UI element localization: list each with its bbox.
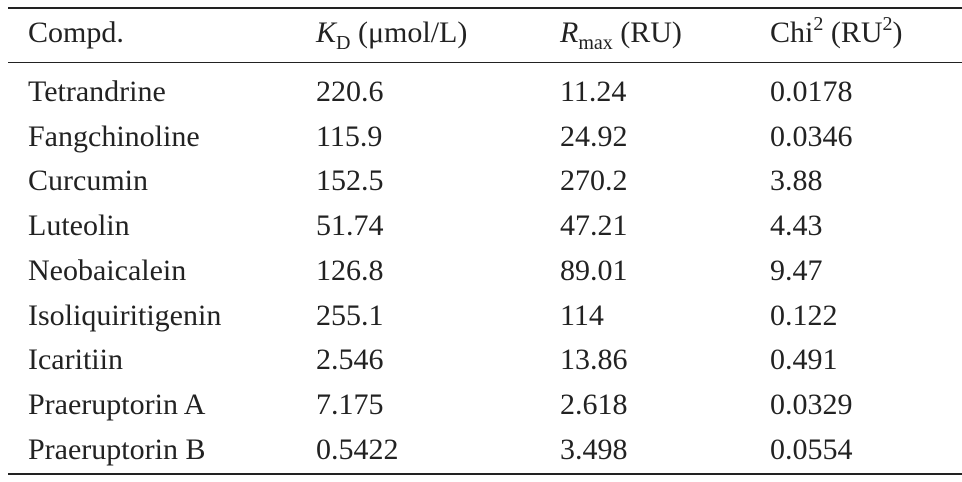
value-cell: 0.0329 bbox=[770, 387, 853, 421]
compound-name: Icaritiin bbox=[28, 343, 123, 377]
header-text: (RU bbox=[823, 16, 883, 49]
bottom-rule bbox=[8, 473, 962, 475]
header-text: Chi bbox=[770, 16, 814, 49]
header-text: (μmol/L) bbox=[350, 16, 468, 49]
value-cell: 115.9 bbox=[316, 119, 383, 153]
value-cell: 13.86 bbox=[560, 343, 628, 377]
value-cell: 2.618 bbox=[560, 387, 628, 421]
header-text: 2 bbox=[813, 13, 824, 35]
value-cell: 3.88 bbox=[770, 164, 823, 198]
compound-name: Praeruptorin B bbox=[28, 432, 206, 466]
value-cell: 126.8 bbox=[316, 253, 384, 287]
compound-name: Praeruptorin A bbox=[28, 387, 206, 421]
value-cell: 270.2 bbox=[560, 164, 628, 198]
value-cell: 3.498 bbox=[560, 432, 628, 466]
compound-name: Luteolin bbox=[28, 209, 130, 243]
value-cell: 152.5 bbox=[316, 164, 384, 198]
compound-name: Isoliquiritigenin bbox=[28, 298, 222, 332]
compound-name: Curcumin bbox=[28, 164, 148, 198]
value-cell: 220.6 bbox=[316, 75, 384, 108]
value-cell: 0.0178 bbox=[770, 75, 853, 108]
value-cell: 0.122 bbox=[770, 298, 838, 332]
value-cell: 0.491 bbox=[770, 343, 838, 377]
header-text: K bbox=[316, 16, 337, 49]
header-text: R bbox=[560, 16, 579, 49]
value-cell: 0.5422 bbox=[316, 432, 399, 466]
header-text: ) bbox=[892, 16, 903, 49]
value-cell: 4.43 bbox=[770, 209, 823, 243]
header-cell: Compd. bbox=[28, 18, 124, 48]
header-cell: Rmax (RU) bbox=[560, 16, 682, 54]
header-cell: Chi2 (RU2) bbox=[770, 14, 903, 49]
compound-name: Tetrandrine bbox=[28, 75, 166, 108]
value-cell: 7.175 bbox=[316, 387, 384, 421]
header-cell: KD (μmol/L) bbox=[316, 16, 468, 54]
value-cell: 47.21 bbox=[560, 209, 628, 243]
top-rule bbox=[8, 7, 962, 9]
header-text: max bbox=[578, 32, 613, 54]
header-rule bbox=[8, 62, 962, 63]
value-cell: 255.1 bbox=[316, 298, 384, 332]
value-cell: 2.546 bbox=[316, 343, 384, 377]
value-cell: 11.24 bbox=[560, 75, 627, 108]
value-cell: 51.74 bbox=[316, 209, 384, 243]
header-text: (RU) bbox=[612, 16, 682, 49]
value-cell: 24.92 bbox=[560, 119, 628, 153]
compound-name: Fangchinoline bbox=[28, 119, 200, 153]
header-text: D bbox=[336, 32, 351, 54]
compound-name: Neobaicalein bbox=[28, 253, 187, 287]
value-cell: 9.47 bbox=[770, 253, 823, 287]
header-text: Compd. bbox=[28, 16, 124, 49]
value-cell: 0.0346 bbox=[770, 119, 853, 153]
value-cell: 114 bbox=[560, 298, 604, 332]
value-cell: 89.01 bbox=[560, 253, 628, 287]
header-text: 2 bbox=[882, 13, 893, 35]
value-cell: 0.0554 bbox=[770, 432, 853, 466]
